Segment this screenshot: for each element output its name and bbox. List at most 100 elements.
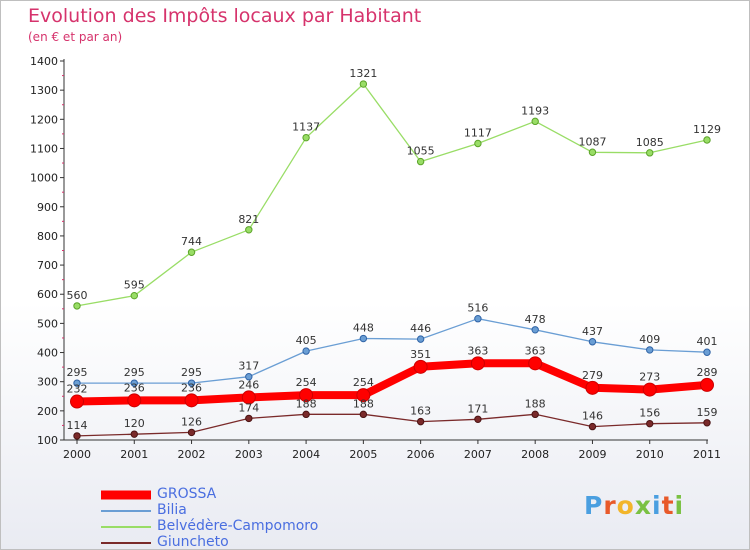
data-label: 232 <box>67 383 88 396</box>
data-label: 295 <box>124 366 145 379</box>
data-point <box>359 410 368 419</box>
data-label: 1117 <box>464 127 492 140</box>
data-label: 146 <box>582 410 603 423</box>
data-point <box>241 390 256 405</box>
data-point <box>130 291 138 300</box>
data-label: 1321 <box>349 67 377 80</box>
y-tick-label: 1400 <box>30 55 58 68</box>
data-point <box>73 379 81 387</box>
axes: 100 200 300 400 500 600 700 800 900 1000 1100 1200 1… <box>30 55 721 461</box>
legend-item: GROSSA <box>101 486 401 503</box>
data-label: 1137 <box>292 121 320 134</box>
data-label: 126 <box>181 415 202 428</box>
series-line-grossa <box>76 359 708 406</box>
data-label: 1193 <box>521 104 549 117</box>
data-label: 595 <box>124 279 145 292</box>
data-label: 351 <box>410 348 431 361</box>
data-point <box>474 315 482 323</box>
data-label: 174 <box>238 401 259 414</box>
data-label: 1087 <box>578 135 606 148</box>
x-tick-label: 2002 <box>178 448 206 461</box>
x-tick-label: 2009 <box>578 448 606 461</box>
data-point <box>416 157 425 166</box>
data-label: 114 <box>67 419 88 432</box>
data-point <box>356 388 371 403</box>
data-point <box>359 80 368 88</box>
legend-swatch <box>101 542 151 544</box>
data-label: 409 <box>639 333 660 346</box>
data-label: 448 <box>353 322 374 335</box>
data-point <box>646 149 654 157</box>
data-label: 279 <box>582 369 603 382</box>
data-label: 236 <box>124 381 145 394</box>
legend-label: Bilia <box>157 502 187 518</box>
y-tick-label: 1200 <box>30 113 58 126</box>
data-point <box>302 133 310 142</box>
y-tick-label: 200 <box>37 405 58 418</box>
y-tick-label: 600 <box>37 288 58 301</box>
legend-swatch <box>101 510 151 512</box>
data-label: 171 <box>467 402 488 415</box>
data-point <box>70 394 84 409</box>
legend: GROSSA Bilia Belvédère-Campomoro Giuncheto <box>101 486 401 550</box>
data-point <box>187 428 196 437</box>
data-point <box>302 347 310 355</box>
data-point <box>416 335 425 343</box>
data-label: 405 <box>296 334 317 347</box>
data-point <box>184 393 199 408</box>
legend-item: Belvédère-Campomoro <box>101 518 401 535</box>
data-point <box>187 379 196 387</box>
data-label: 159 <box>697 406 718 419</box>
data-label: 188 <box>353 397 374 410</box>
x-tick-label: 2006 <box>407 448 435 461</box>
data-label: 821 <box>238 213 259 226</box>
x-tick-label: 2008 <box>521 448 549 461</box>
data-label: 289 <box>697 366 718 379</box>
data-label: 1085 <box>636 136 664 149</box>
legend-swatch <box>101 490 151 500</box>
data-label: 560 <box>67 289 88 302</box>
data-point <box>73 302 81 310</box>
legend-label: Belvédère-Campomoro <box>157 518 319 534</box>
data-point <box>588 338 597 346</box>
x-tick-label: 2007 <box>464 448 492 461</box>
y-tick-label: 1300 <box>30 84 58 97</box>
data-point <box>245 226 253 234</box>
data-label: 188 <box>525 397 546 410</box>
chart-title: Evolution des Impôts locaux par Habitant <box>28 5 422 27</box>
data-point <box>588 422 597 431</box>
data-point <box>73 432 81 440</box>
data-label: 1055 <box>407 145 435 158</box>
x-tick-label: 2000 <box>63 448 91 461</box>
y-tick-label: 700 <box>37 259 58 272</box>
data-label: 295 <box>181 366 202 379</box>
y-tick-label: 100 <box>37 434 58 447</box>
data-label: 744 <box>181 235 202 248</box>
chart-subtitle: (en € et par an) <box>28 30 123 44</box>
x-tick-label: 2001 <box>120 448 148 461</box>
y-tick-label: 300 <box>37 376 58 389</box>
data-label: 446 <box>410 322 431 335</box>
data-point <box>470 356 485 371</box>
y-tick-label: 500 <box>37 317 58 330</box>
data-point <box>531 117 539 126</box>
y-tick-label: 1000 <box>30 172 58 185</box>
legend-label: Giuncheto <box>157 534 229 550</box>
x-tick-label: 2005 <box>349 448 377 461</box>
data-point <box>646 419 654 428</box>
data-label: 273 <box>639 371 660 384</box>
x-tick-label: 2003 <box>235 448 263 461</box>
data-point <box>588 148 597 156</box>
data-point <box>245 414 253 423</box>
data-point <box>413 359 428 374</box>
data-point <box>359 334 368 343</box>
data-point <box>187 248 196 256</box>
legend-label: GROSSA <box>157 486 217 502</box>
y-tick-label: 900 <box>37 201 58 214</box>
data-label: 401 <box>697 335 718 348</box>
data-point <box>416 417 425 426</box>
data-point <box>299 388 314 403</box>
legend-item: Bilia <box>101 502 401 519</box>
y-tick-label: 800 <box>37 230 58 243</box>
series-line-belv-d-re-campomoro <box>76 83 708 307</box>
